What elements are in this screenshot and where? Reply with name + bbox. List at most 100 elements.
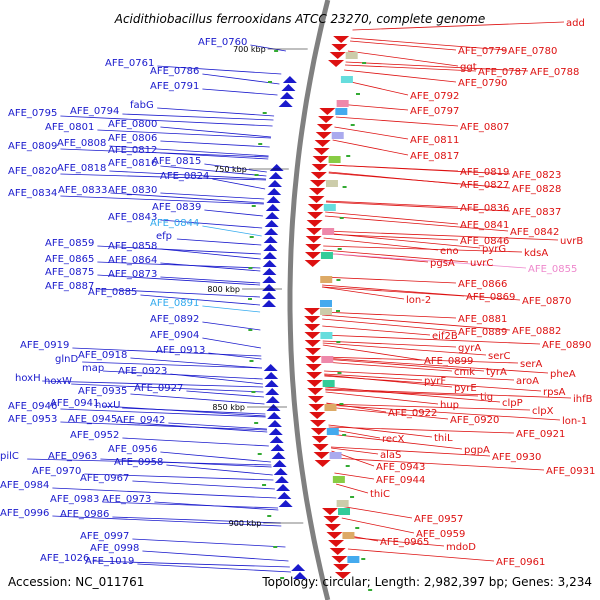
gene-label-right[interactable]: AFE_0855 [528,264,577,275]
gene-label-right[interactable]: alaS [380,450,401,461]
gene-label-left[interactable]: pilC [0,451,19,462]
gene-label-left[interactable]: glnD [55,354,78,365]
gene-label-left[interactable]: AFE_0830 [108,185,157,196]
gene-label-right[interactable]: AFE_0846 [460,236,509,247]
gene-label-left[interactable]: AFE_0983 [50,494,99,505]
gene-label-left[interactable]: AFE_0839 [152,202,201,213]
gene-label-left[interactable]: AFE_0858 [108,241,157,252]
gene-label-left[interactable]: AFE_1026 [40,553,89,564]
gene-label-right[interactable]: AFE_0870 [522,296,571,307]
gene-label-right[interactable]: AFE_0961 [496,557,545,568]
gene-label-left[interactable]: AFE_0801 [45,122,94,133]
gene-label-right[interactable]: ggt [460,62,477,73]
gene-label-right[interactable]: eno [440,246,459,257]
gene-label-right[interactable]: AFE_0944 [376,475,425,486]
gene-label-left[interactable]: AFE_0973 [102,494,151,505]
gene-label-left[interactable]: AFE_0998 [90,543,139,554]
gene-label-right[interactable]: hup [440,400,459,411]
gene-label-left[interactable]: hoxW [44,376,72,387]
gene-label-right[interactable]: AFE_0797 [410,106,459,117]
gene-label-left[interactable]: AFE_0875 [45,267,94,278]
gene-label-left[interactable]: efp [156,231,172,242]
gene-label-left[interactable]: AFE_0942 [116,415,165,426]
gene-label-right[interactable]: AFE_0881 [458,314,507,325]
gene-label-right[interactable]: serC [488,351,510,362]
gene-label-right[interactable]: AFE_0779 [458,46,507,57]
gene-label-right[interactable]: uvrC [470,258,493,269]
gene-label-left[interactable]: AFE_0887 [45,281,94,292]
gene-label-left[interactable]: AFE_0953 [8,414,57,425]
gene-label-left[interactable]: AFE_0786 [150,66,199,77]
gene-label-right[interactable]: AFE_0792 [410,91,459,102]
gene-label-right[interactable]: AFE_0965 [380,537,429,548]
gene-label-right[interactable]: AFE_0890 [542,340,591,351]
gene-label-left[interactable]: AFE_0864 [108,255,157,266]
gene-label-right[interactable]: mdoD [446,542,476,553]
gene-label-left[interactable]: AFE_0833 [58,185,107,196]
gene-label-left[interactable]: AFE_0958 [114,457,163,468]
gene-label-right[interactable]: AFE_0787 [478,67,527,78]
gene-label-left[interactable]: AFE_0808 [57,138,106,149]
gene-label-right[interactable]: recX [382,434,405,445]
gene-label-left[interactable]: AFE_0967 [80,473,129,484]
gene-label-right[interactable]: thiL [434,433,453,444]
gene-label-right[interactable]: AFE_0828 [512,184,561,195]
gene-label-left[interactable]: AFE_0824 [160,171,209,182]
gene-label-right[interactable]: AFE_0943 [376,462,425,473]
gene-label-right[interactable]: pheA [550,369,576,380]
gene-label-left[interactable]: AFE_0815 [152,156,201,167]
gene-label-left[interactable]: AFE_0791 [150,81,199,92]
gene-label-left[interactable]: AFE_0820 [8,166,57,177]
gene-label-right[interactable]: aroA [516,376,539,387]
gene-label-left[interactable]: AFE_0963 [48,451,97,462]
gene-label-right[interactable]: tyrA [486,367,507,378]
gene-label-left[interactable]: AFE_0885 [88,287,137,298]
gene-label-right[interactable]: AFE_0807 [460,122,509,133]
gene-label-right[interactable]: AFE_0790 [458,78,507,89]
gene-label-left[interactable]: AFE_0843 [108,212,157,223]
gene-label-left[interactable]: map [82,363,104,374]
gene-label-left[interactable]: AFE_0918 [78,350,127,361]
gene-label-right[interactable]: pyrG [482,244,506,255]
gene-label-right[interactable]: AFE_0899 [424,356,473,367]
gene-label-right[interactable]: pgpA [464,445,490,456]
gene-label-right[interactable]: AFE_0817 [410,151,459,162]
gene-label-left[interactable]: AFE_0892 [150,314,199,325]
gene-label-left[interactable]: AFE_0760 [198,37,247,48]
gene-label-right[interactable]: ihfB [573,394,593,405]
gene-label-right[interactable]: uvrB [560,236,583,247]
gene-label-right[interactable]: AFE_0959 [416,529,465,540]
gene-label-right[interactable]: lon-2 [406,295,431,306]
gene-label-right[interactable]: clpP [502,398,523,409]
gene-label-right[interactable]: pgsA [430,258,455,269]
gene-label-left[interactable]: AFE_0891 [150,298,199,309]
gene-label-left[interactable]: hoxU [95,400,120,411]
gene-label-right[interactable]: pyrF [424,376,446,387]
gene-label-right[interactable]: eif2B [432,331,458,342]
gene-label-left[interactable]: AFE_0865 [45,254,94,265]
gene-label-right[interactable]: AFE_0866 [458,279,507,290]
gene-label-right[interactable]: AFE_0788 [530,67,579,78]
gene-label-right[interactable]: AFE_0889 [458,327,507,338]
gene-label-right[interactable]: lon-1 [562,416,587,427]
gene-label-left[interactable]: AFE_1019 [85,556,134,567]
gene-label-left[interactable]: AFE_0986 [60,509,109,520]
gene-label-right[interactable]: kdsA [524,248,548,259]
gene-label-left[interactable]: AFE_0941 [50,398,99,409]
gene-label-right[interactable]: AFE_0930 [492,452,541,463]
gene-label-right[interactable]: pyrE [454,383,477,394]
gene-label-left[interactable]: AFE_0806 [108,133,157,144]
gene-label-left[interactable]: AFE_0970 [32,466,81,477]
gene-label-left[interactable]: AFE_0996 [0,508,49,519]
gene-label-right[interactable]: thiC [370,489,390,500]
gene-label-right[interactable]: AFE_0823 [512,170,561,181]
gene-label-left[interactable]: AFE_0997 [80,531,129,542]
gene-label-right[interactable]: gyrA [458,343,481,354]
gene-label-left[interactable]: AFE_0923 [118,366,167,377]
gene-label-right[interactable]: AFE_0957 [414,514,463,525]
gene-label-right[interactable]: tig [480,392,493,403]
gene-label-left[interactable]: AFE_0904 [150,330,199,341]
gene-label-left[interactable]: AFE_0927 [134,383,183,394]
gene-label-right[interactable]: AFE_0780 [508,46,557,57]
gene-label-right[interactable]: AFE_0819 [460,167,509,178]
